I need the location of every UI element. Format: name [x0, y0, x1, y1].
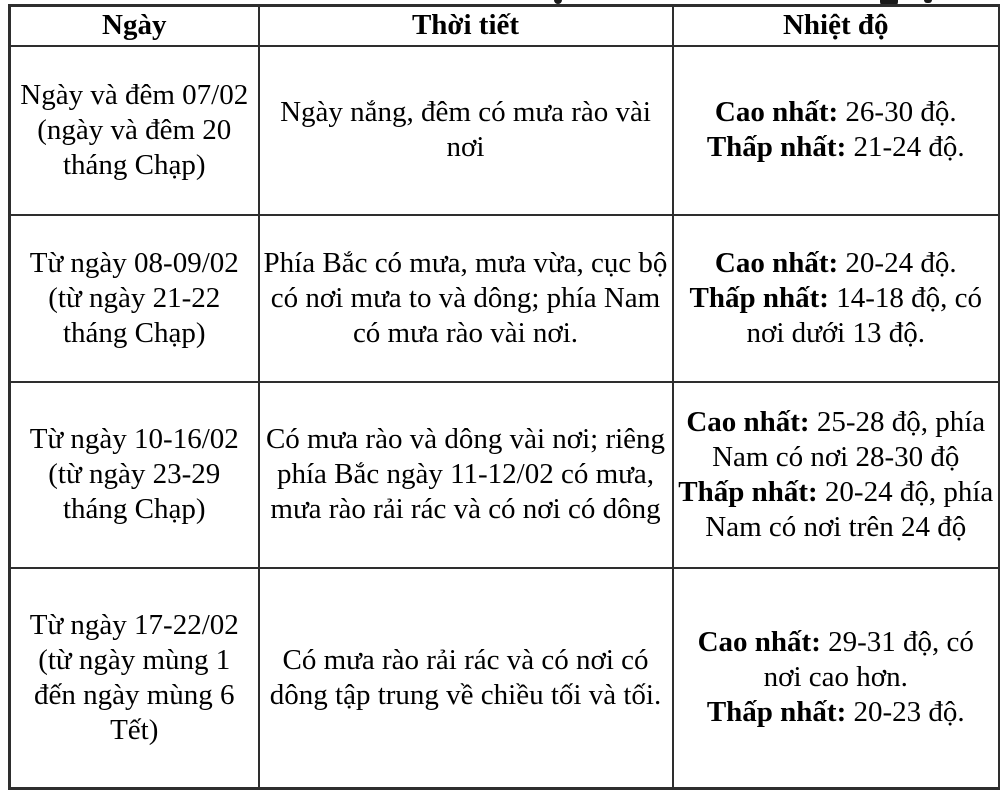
temp-low-value: 21-24 độ.: [846, 131, 965, 163]
temp-high-label: Cao nhất:: [714, 96, 839, 128]
temp-low-value: 20-23 độ.: [846, 696, 965, 729]
temp-high: Cao nhất: 26-30 độ.: [678, 95, 995, 130]
cell-temperature: Cao nhất: 25-28 độ, phía Nam có nơi 28-3…: [671, 380, 1000, 569]
temp-high-value: 26-30 độ.: [838, 96, 957, 128]
table-row: Từ ngày 17-22/02 (từ ngày mùng 1 đến ngà…: [8, 566, 1000, 790]
temp-low-value: 20-24 độ, phía Nam có nơi trên 24 độ: [705, 475, 994, 543]
table-row: Ngày và đêm 07/02 (ngày và đêm 20 tháng …: [8, 44, 1000, 216]
column-header-day: Ngày: [8, 4, 260, 47]
temp-high: Cao nhất: 29-31 độ, có nơi cao hơn.: [678, 625, 995, 695]
table-row: Từ ngày 08-09/02 (từ ngày 21-22 tháng Ch…: [8, 213, 1000, 383]
temp-low-value: 14-18 độ, có nơi dưới 13 độ.: [746, 281, 982, 349]
table-row: Từ ngày 10-16/02 (từ ngày 23-29 tháng Ch…: [8, 380, 1000, 569]
temp-low: Thấp nhất: 20-23 độ.: [678, 695, 995, 730]
cell-weather: Có mưa rào và dông vài nơi; riêng phía B…: [257, 380, 674, 569]
cell-temperature: Cao nhất: 20-24 độ. Thấp nhất: 14-18 độ,…: [671, 213, 1000, 383]
temp-high-label: Cao nhất:: [686, 405, 810, 438]
cell-temperature: Cao nhất: 29-31 độ, có nơi cao hơn. Thấp…: [671, 566, 1000, 790]
cell-weather: Ngày nắng, đêm có mưa rào vài nơi: [257, 44, 674, 216]
cell-weather: Có mưa rào rải rác và có nơi có dông tập…: [257, 566, 674, 790]
temp-high-value: 20-24 độ.: [838, 246, 957, 279]
cell-day: Từ ngày 10-16/02 (từ ngày 23-29 tháng Ch…: [8, 380, 260, 569]
cell-day: Từ ngày 08-09/02 (từ ngày 21-22 tháng Ch…: [8, 213, 260, 383]
cropped-text-artifact: [554, 0, 562, 4]
temp-low: Thấp nhất: 21-24 độ.: [678, 130, 995, 165]
temp-high-label: Cao nhất:: [697, 626, 821, 659]
temp-high: Cao nhất: 20-24 độ.: [678, 246, 995, 281]
cell-weather: Phía Bắc có mưa, mưa vừa, cục bộ có nơi …: [257, 213, 674, 383]
cell-day: Từ ngày 17-22/02 (từ ngày mùng 1 đến ngà…: [8, 566, 260, 790]
temp-low-label: Thấp nhất:: [678, 475, 818, 508]
temp-low: Thấp nhất: 20-24 độ, phía Nam có nơi trê…: [678, 475, 995, 545]
temp-high: Cao nhất: 25-28 độ, phía Nam có nơi 28-3…: [678, 405, 995, 475]
temp-low: Thấp nhất: 14-18 độ, có nơi dưới 13 độ.: [678, 281, 995, 351]
temp-high-label: Cao nhất:: [714, 246, 839, 279]
cropped-text-artifact: [924, 0, 932, 3]
temp-low-label: Thấp nhất:: [706, 696, 847, 729]
weather-forecast-table: Ngày Thời tiết Nhiệt độ Ngày và đêm 07/0…: [8, 4, 1000, 790]
temp-high-value: 25-28 độ, phía Nam có nơi 28-30 độ: [712, 405, 986, 473]
cell-temperature: Cao nhất: 26-30 độ. Thấp nhất: 21-24 độ.: [671, 44, 1000, 216]
column-header-temperature: Nhiệt độ: [671, 4, 1000, 47]
temp-low-label: Thấp nhất:: [689, 281, 829, 314]
cropped-text-artifact: [880, 0, 898, 6]
table-header-row: Ngày Thời tiết Nhiệt độ: [8, 4, 1000, 47]
temp-high-value: 29-31 độ, có nơi cao hơn.: [763, 626, 974, 694]
column-header-weather: Thời tiết: [257, 4, 674, 47]
cell-day: Ngày và đêm 07/02 (ngày và đêm 20 tháng …: [8, 44, 260, 216]
temp-low-label: Thấp nhất:: [706, 131, 847, 163]
